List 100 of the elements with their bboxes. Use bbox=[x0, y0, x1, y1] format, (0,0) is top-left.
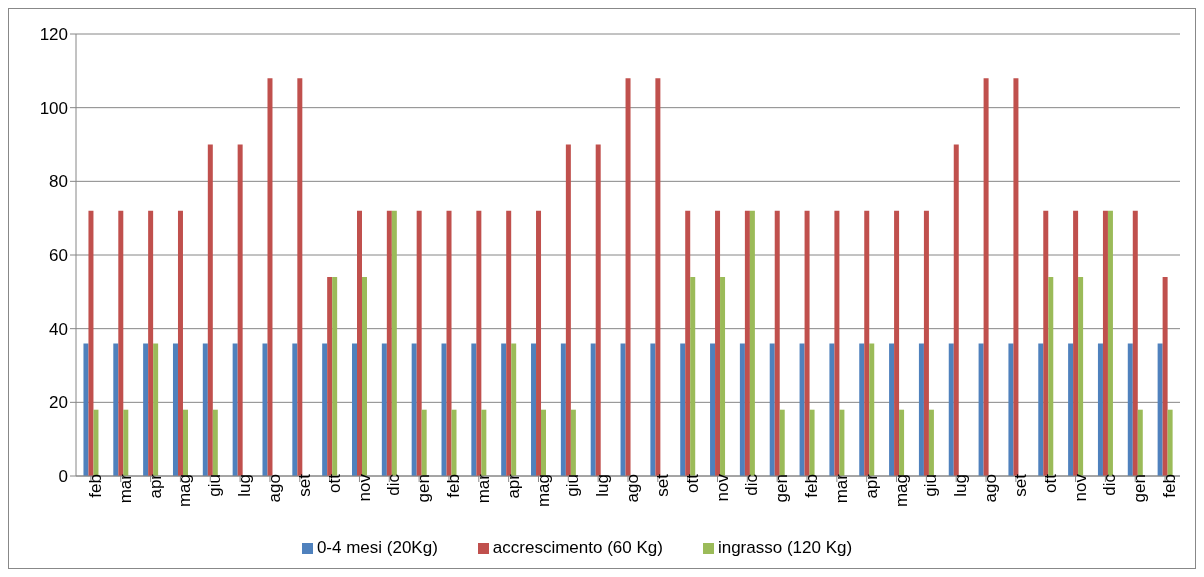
bar bbox=[1078, 277, 1084, 476]
bar bbox=[809, 409, 815, 476]
bar bbox=[1102, 210, 1108, 476]
bar bbox=[1157, 343, 1163, 476]
bar bbox=[297, 78, 303, 476]
bar bbox=[889, 343, 895, 476]
bar bbox=[322, 343, 328, 476]
bar bbox=[1127, 343, 1133, 476]
x-tick-label: gen bbox=[1130, 474, 1150, 503]
bar bbox=[541, 409, 547, 476]
bar bbox=[446, 210, 452, 476]
bar bbox=[292, 343, 298, 476]
x-tick-label: ott bbox=[324, 473, 344, 493]
x-tick-label: feb bbox=[802, 474, 822, 498]
bar bbox=[923, 210, 929, 476]
legend-label: ingrasso (120 Kg) bbox=[717, 538, 853, 557]
x-tick-label: mag bbox=[533, 474, 553, 508]
bar bbox=[1132, 210, 1138, 476]
x-tick-label: mar bbox=[473, 473, 493, 504]
bar bbox=[232, 343, 238, 476]
x-tick-label: giu bbox=[205, 474, 225, 497]
bar bbox=[386, 210, 392, 476]
bar bbox=[501, 343, 507, 476]
bar bbox=[570, 409, 576, 476]
bar bbox=[207, 144, 213, 476]
bar bbox=[476, 210, 482, 476]
x-tick-label: giu bbox=[921, 474, 941, 497]
bar bbox=[625, 78, 631, 476]
bar bbox=[710, 343, 716, 476]
bar bbox=[769, 343, 775, 476]
bar bbox=[650, 343, 656, 476]
bar bbox=[899, 409, 905, 476]
bar bbox=[839, 409, 845, 476]
x-tick-label: nov bbox=[712, 473, 732, 502]
x-tick-label: feb bbox=[444, 474, 464, 498]
bar bbox=[715, 210, 721, 476]
bar bbox=[391, 210, 397, 476]
x-tick-label: gen bbox=[772, 474, 792, 503]
bar bbox=[595, 144, 601, 476]
x-tick-label: ott bbox=[1040, 473, 1060, 493]
bar bbox=[749, 210, 755, 476]
y-tick-label: 20 bbox=[49, 393, 68, 413]
y-tick-label: 40 bbox=[49, 319, 68, 339]
bar bbox=[983, 78, 989, 476]
bar bbox=[83, 343, 89, 476]
x-tick-label: nov bbox=[354, 473, 374, 502]
x-tick-label: apr bbox=[145, 473, 165, 499]
bar bbox=[869, 343, 875, 476]
x-tick-label: set bbox=[652, 473, 672, 497]
y-tick-label: 80 bbox=[49, 172, 68, 192]
bar bbox=[113, 343, 119, 476]
x-tick-label: lug bbox=[951, 474, 971, 497]
bar bbox=[123, 409, 129, 476]
bar bbox=[118, 210, 124, 476]
bar bbox=[685, 210, 691, 476]
legend-label: accrescimento (60 Kg) bbox=[492, 538, 663, 557]
x-tick-label: apr bbox=[861, 473, 881, 499]
bar bbox=[948, 343, 954, 476]
bar bbox=[153, 343, 159, 476]
bar bbox=[1068, 343, 1074, 476]
bar bbox=[1107, 210, 1113, 476]
x-tick-label: ago bbox=[981, 474, 1001, 503]
bar bbox=[739, 343, 745, 476]
x-tick-label: mag bbox=[891, 474, 911, 508]
bar bbox=[799, 343, 805, 476]
bar bbox=[1137, 409, 1143, 476]
bar bbox=[620, 343, 626, 476]
x-tick-label: apr bbox=[503, 473, 523, 499]
bar bbox=[655, 78, 661, 476]
x-tick-label: mag bbox=[175, 474, 195, 508]
bar bbox=[411, 343, 417, 476]
bar bbox=[829, 343, 835, 476]
x-tick-label: gen bbox=[414, 474, 434, 503]
bar bbox=[536, 210, 542, 476]
bar bbox=[172, 343, 178, 476]
bar bbox=[531, 343, 537, 476]
bar bbox=[177, 210, 183, 476]
x-tick-label: nov bbox=[1070, 473, 1090, 502]
bar bbox=[894, 210, 900, 476]
bar bbox=[779, 409, 785, 476]
bar bbox=[928, 409, 934, 476]
bar bbox=[471, 343, 477, 476]
legend-label: 0-4 mesi (20Kg) bbox=[316, 538, 438, 557]
bar bbox=[565, 144, 571, 476]
bar bbox=[93, 409, 99, 476]
bar bbox=[1043, 210, 1049, 476]
x-tick-label: ago bbox=[623, 474, 643, 503]
bar bbox=[978, 343, 984, 476]
bar bbox=[416, 210, 422, 476]
bar bbox=[332, 277, 338, 476]
x-tick-label: feb bbox=[85, 474, 105, 498]
bar bbox=[212, 409, 218, 476]
bar bbox=[590, 343, 596, 476]
bar bbox=[834, 210, 840, 476]
bar bbox=[560, 343, 566, 476]
bar bbox=[202, 343, 208, 476]
bar bbox=[1013, 78, 1019, 476]
bar bbox=[720, 277, 726, 476]
bar bbox=[1048, 277, 1054, 476]
x-tick-label: ago bbox=[265, 474, 285, 503]
